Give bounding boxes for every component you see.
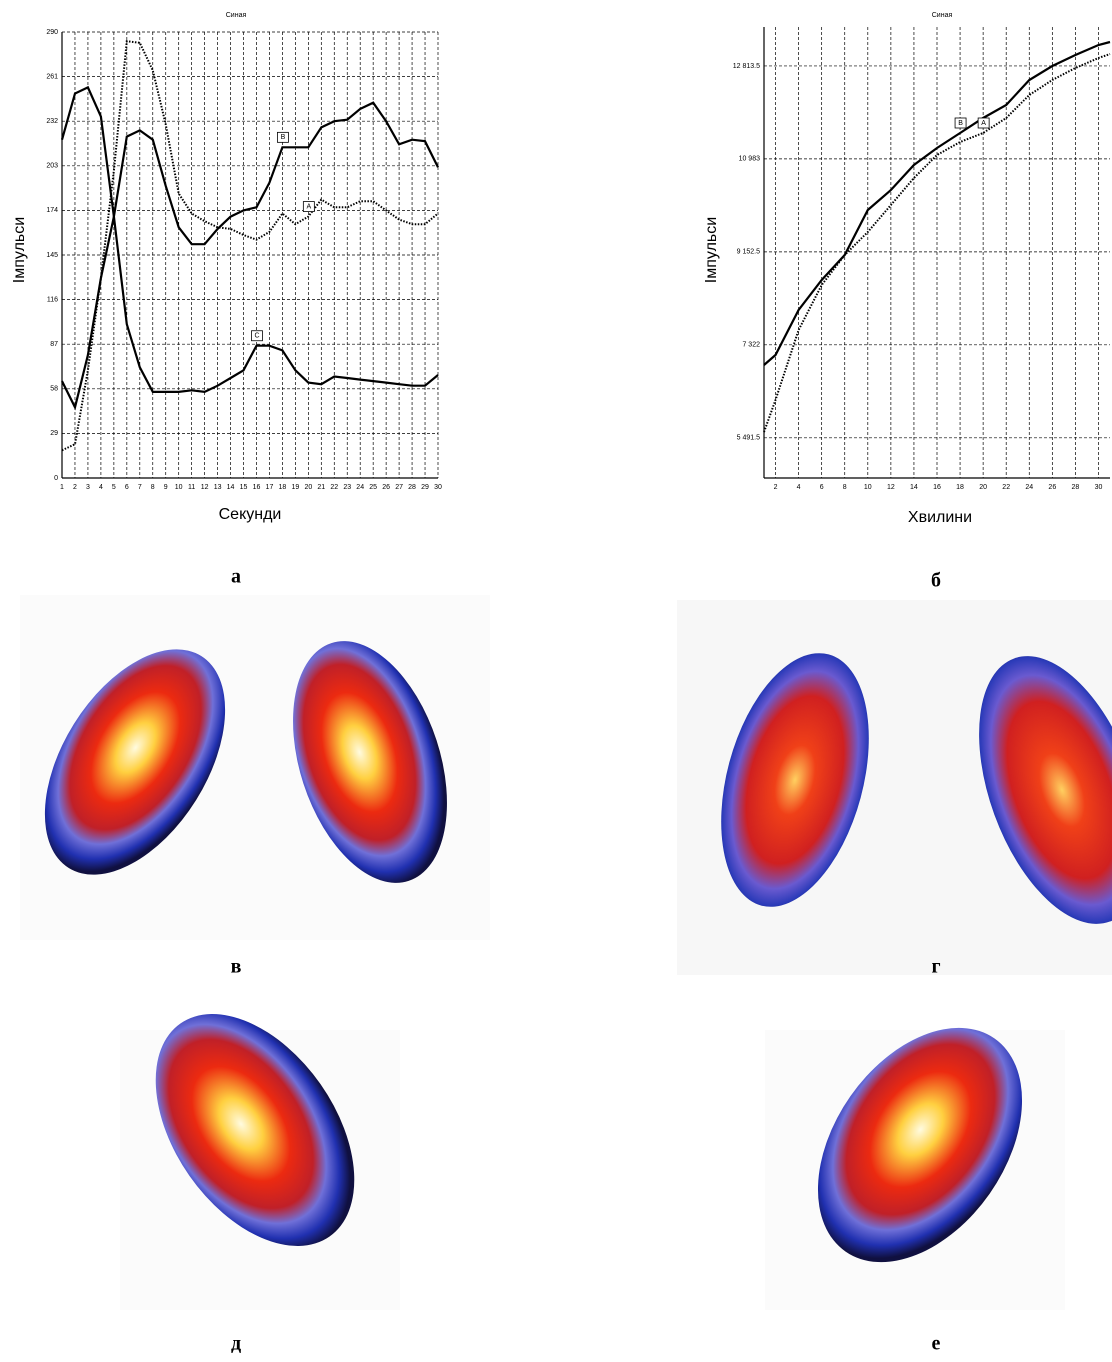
x-tick-label: 22: [330, 484, 338, 491]
y-tick-label: 174: [46, 207, 58, 214]
x-tick-label: 12: [201, 484, 209, 491]
x-tick-label: 16: [933, 484, 941, 491]
kidney: [817, 1027, 1023, 1263]
series-line: [763, 53, 1111, 433]
x-tick-label: 7: [138, 484, 142, 491]
x-tick-label: 29: [421, 484, 429, 491]
x-tick-label: 19: [291, 484, 299, 491]
x-tick-label: 2: [73, 484, 77, 491]
x-tick-label: 17: [266, 484, 274, 491]
x-tick-label: 14: [910, 484, 918, 491]
y-tick-label: 261: [46, 73, 58, 80]
series-label-box: [277, 131, 289, 143]
x-tick-label: 28: [408, 484, 416, 491]
x-tick-label: 13: [214, 484, 222, 491]
series-label-box: [954, 117, 967, 129]
x-tick-label: 6: [820, 484, 824, 491]
x-tick-label: 27: [395, 484, 403, 491]
x-tick-label: 20: [304, 484, 312, 491]
panel-label: е: [932, 1333, 941, 1355]
x-tick-label: 22: [1002, 484, 1010, 491]
x-tick-label: 26: [1048, 484, 1056, 491]
series-label-box: [302, 201, 315, 212]
y-tick-label: 203: [46, 163, 58, 170]
chart-title: Синая: [932, 12, 953, 19]
x-tick-label: 24: [356, 484, 364, 491]
x-tick-label: 4: [797, 484, 801, 491]
panel-label: в: [231, 956, 242, 978]
series-label: A: [981, 120, 986, 127]
y-axis-label: Імпульси: [11, 217, 28, 283]
series-label: B: [281, 134, 286, 141]
x-tick-label: 20: [979, 484, 987, 491]
x-tick-label: 14: [227, 484, 235, 491]
y-tick-label: 10 983: [739, 156, 761, 163]
y-tick-label: 87: [50, 341, 58, 348]
y-tick-label: 5 491.5: [737, 435, 760, 442]
series-line: [61, 40, 439, 452]
y-tick-label: 290: [46, 29, 58, 36]
x-tick-label: 8: [843, 484, 847, 491]
series-label: B: [958, 120, 963, 127]
x-tick-label: 24: [1025, 484, 1033, 491]
panel-label: б: [931, 570, 941, 592]
kidney: [721, 653, 869, 907]
x-tick-label: 1: [60, 484, 64, 491]
x-axis-label: Секунди: [219, 506, 282, 523]
y-tick-label: 116: [47, 296, 58, 303]
x-tick-label: 15: [240, 484, 248, 491]
x-tick-label: 10: [175, 484, 183, 491]
kidney: [155, 1014, 355, 1246]
y-tick-label: 7 322: [742, 342, 760, 349]
x-tick-label: 2: [774, 484, 778, 491]
x-tick-label: 25: [369, 484, 377, 491]
x-tick-label: 18: [956, 484, 964, 491]
series-label-box: [251, 330, 263, 342]
x-tick-label: 5: [112, 484, 116, 491]
y-tick-label: 232: [46, 118, 58, 125]
x-tick-label: 23: [343, 484, 351, 491]
x-axis-label: Хвилини: [908, 509, 972, 526]
panel-label: а: [231, 566, 241, 588]
y-tick-label: 58: [50, 386, 58, 393]
x-tick-label: 6: [125, 484, 129, 491]
y-tick-label: 12 813.5: [733, 63, 760, 70]
y-axis-label: Імпульси: [703, 217, 720, 283]
panel-label: г: [931, 956, 940, 978]
y-tick-label: 29: [50, 430, 58, 437]
series-label-box: [977, 117, 990, 129]
chart-title: Синая: [226, 12, 247, 19]
x-tick-label: 3: [86, 484, 90, 491]
panel-label: д: [231, 1333, 241, 1355]
x-tick-label: 11: [188, 484, 195, 491]
x-tick-label: 21: [317, 484, 325, 491]
x-tick-label: 12: [887, 484, 895, 491]
x-tick-label: 28: [1072, 484, 1080, 491]
x-tick-label: 16: [253, 484, 261, 491]
x-tick-label: 30: [434, 484, 442, 491]
series-line: [60, 85, 439, 394]
kidney: [979, 656, 1112, 924]
y-tick-label: 9 152.5: [737, 249, 760, 256]
x-tick-label: 26: [382, 484, 390, 491]
x-tick-label: 30: [1095, 484, 1103, 491]
kidney: [44, 649, 226, 875]
x-tick-label: 10: [864, 484, 872, 491]
series-label: A: [307, 203, 312, 210]
y-tick-label: 0: [54, 475, 58, 482]
kidney: [293, 641, 447, 883]
series-line: [763, 40, 1111, 366]
x-tick-label: 4: [99, 484, 103, 491]
x-tick-label: 18: [279, 484, 287, 491]
x-tick-label: 9: [164, 484, 168, 491]
series-line: [61, 101, 439, 411]
series-label: C: [254, 333, 259, 340]
x-tick-label: 8: [151, 484, 155, 491]
y-tick-label: 145: [46, 252, 58, 259]
